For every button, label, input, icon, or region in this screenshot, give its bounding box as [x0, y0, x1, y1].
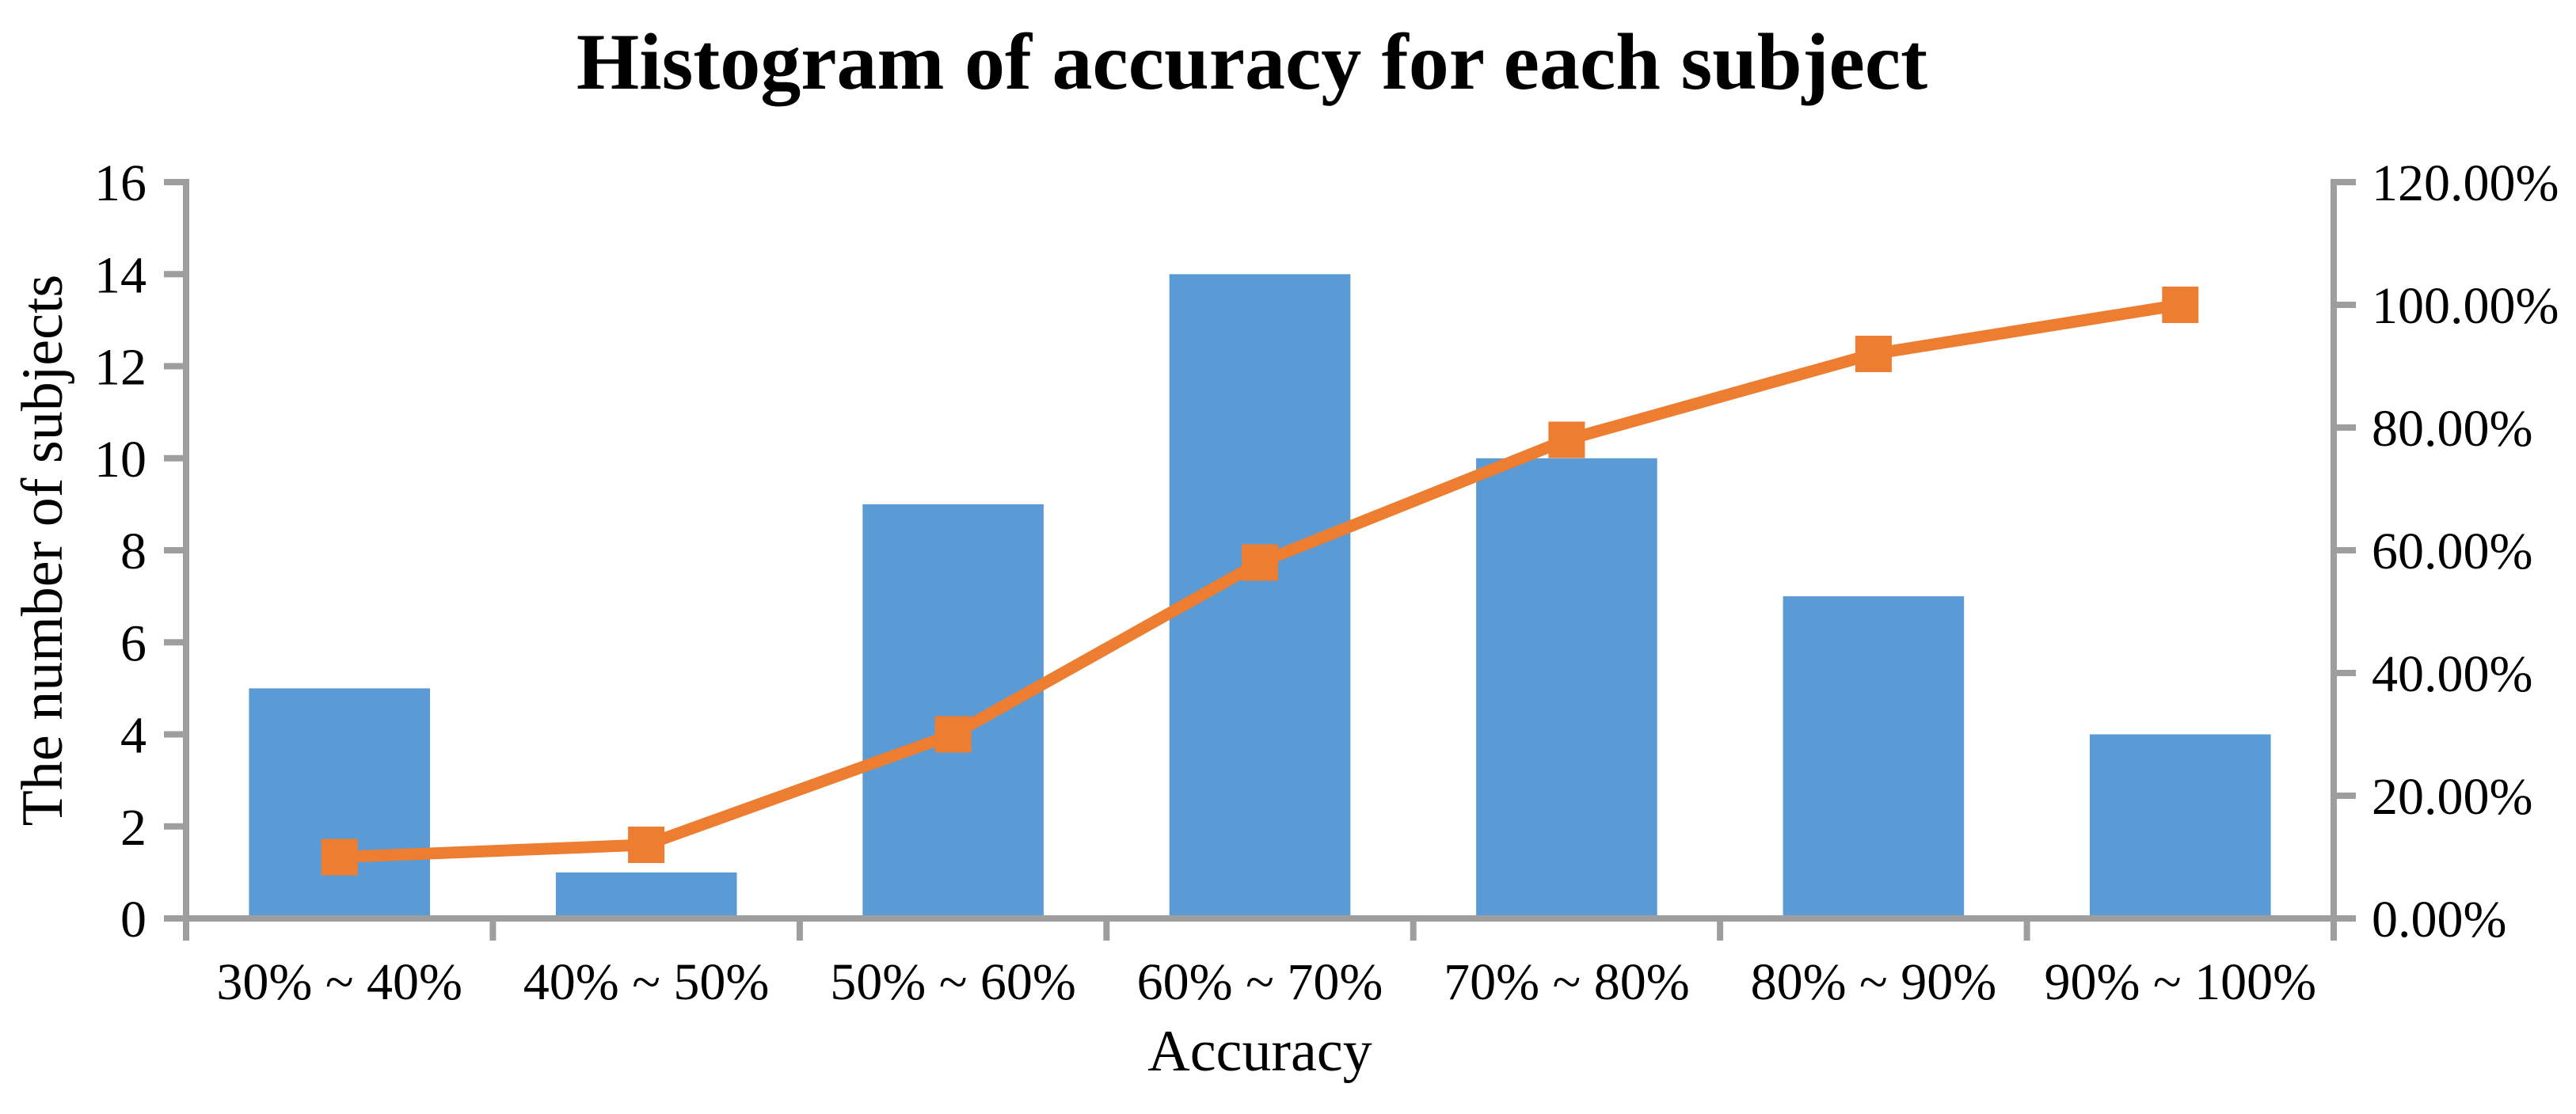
x-category-label: 30% ~ 40% — [216, 953, 462, 1011]
y-left-tick-label: 2 — [120, 799, 146, 857]
bar — [249, 688, 430, 918]
y-left-tick-label: 4 — [120, 707, 146, 765]
axes-layer: 0 2 4 6 8 10 12 14 16 0.00% 20.00% 40.00% 60.00% 80.0… — [94, 154, 2559, 1011]
line-marker — [934, 716, 972, 753]
x-axis-title: Accuracy — [1147, 1019, 1372, 1084]
x-category-label: 50% ~ 60% — [830, 953, 1076, 1011]
y-left-tick-label: 16 — [94, 154, 146, 212]
x-category-label: 80% ~ 90% — [1751, 953, 1997, 1011]
cumulative-line-layer — [321, 287, 2199, 876]
x-category-label: 70% ~ 80% — [1444, 953, 1690, 1011]
y-left-tick-label: 12 — [94, 339, 146, 397]
y-left-tick-label: 6 — [120, 614, 146, 672]
y-left-tick-label: 8 — [120, 523, 146, 580]
y-left-tick-label: 10 — [94, 431, 146, 489]
y-right-tick-label: 100.00% — [2372, 277, 2559, 335]
y-right-tick-label: 120.00% — [2372, 154, 2559, 212]
y-right-tick-label: 60.00% — [2372, 523, 2532, 580]
bar — [1783, 596, 1965, 918]
x-category-label: 40% ~ 50% — [523, 953, 770, 1011]
x-category-label: 60% ~ 70% — [1137, 953, 1383, 1011]
bar — [2090, 734, 2271, 918]
y-left-tick-label: 14 — [94, 246, 146, 304]
line-marker — [1855, 336, 1892, 372]
y-right-tick-label: 80.00% — [2372, 400, 2532, 458]
line-marker — [628, 827, 665, 863]
bar — [862, 504, 1044, 918]
y-right-tick-label: 40.00% — [2372, 645, 2532, 703]
bar — [555, 872, 737, 918]
y-left-tick-label: 0 — [120, 891, 146, 949]
y-right-tick-label: 0.00% — [2372, 891, 2506, 949]
chart-title: Histogram of accuracy for each subject — [576, 17, 1927, 107]
bars-layer — [249, 274, 2271, 919]
line-marker — [2162, 287, 2199, 323]
y-axis-title: The number of subjects — [10, 275, 75, 827]
line-marker — [321, 838, 358, 876]
y-right-tick-label: 20.00% — [2372, 768, 2532, 826]
line-marker — [1242, 544, 1278, 581]
line-marker — [1548, 421, 1585, 458]
x-category-label: 90% ~ 100% — [2044, 953, 2316, 1011]
bar — [1476, 458, 1657, 919]
